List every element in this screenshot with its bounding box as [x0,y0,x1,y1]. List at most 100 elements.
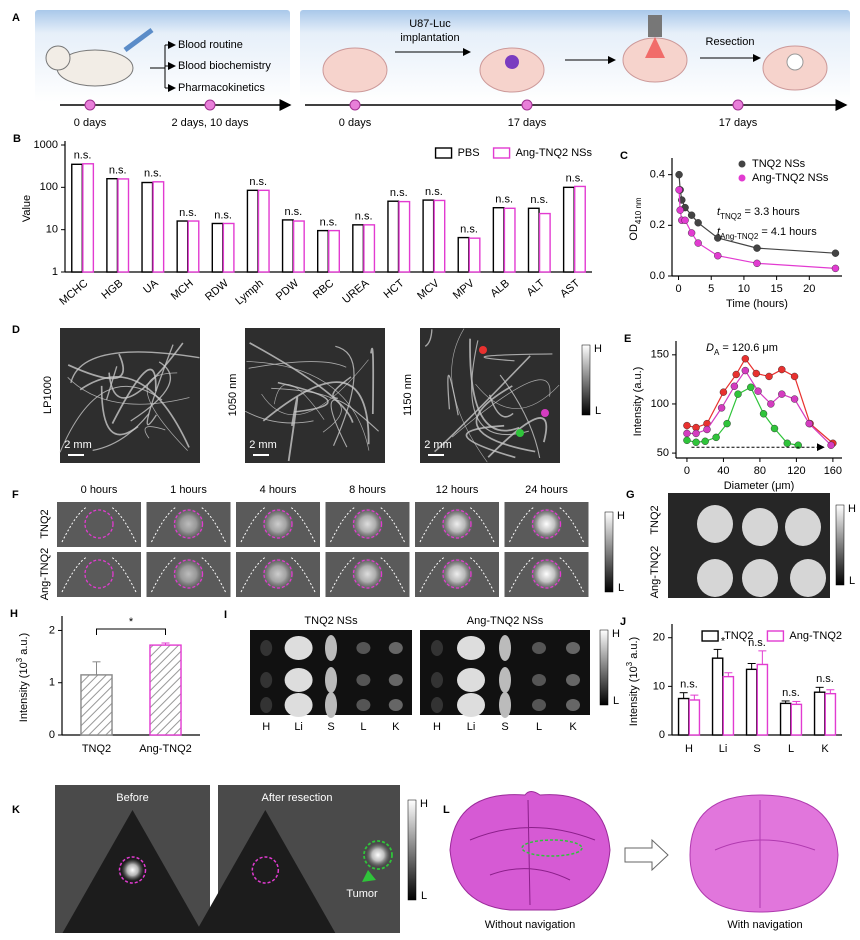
legend-label: Ang-TNQ2 NSs [752,172,829,184]
tumor [505,55,519,69]
bar [176,220,189,273]
step-label: U87-Luc [409,18,451,30]
brain [697,559,733,597]
annotation-part: = 3.3 hours [741,206,800,218]
vessel [271,387,342,433]
x-tick-label: 160 [824,465,842,477]
row-label: Ang-TNQ2 [39,548,51,601]
point [747,383,755,391]
vessel [67,353,125,380]
panel-label: G [626,489,635,501]
point [703,425,711,434]
bar [722,675,735,736]
organ [284,693,313,717]
organ [388,642,403,654]
point [831,249,840,257]
y-tick-label: 0 [659,729,665,741]
bar [573,185,586,273]
marker [516,429,524,437]
mouse-head [45,45,71,71]
x-tick-label: 0 [675,283,681,295]
signal [441,558,473,590]
y-tick-label: 1000 [34,139,58,151]
branch-label: Pharmacokinetics [178,82,265,94]
bar [457,236,470,273]
image-label: Before [116,792,148,804]
x-tick-label: HCT [382,277,407,301]
y-tick-label: 100 [40,181,58,193]
y-tick-label: 0.4 [650,169,665,181]
organ-label: Li [294,721,303,733]
vessel [245,410,314,424]
bar [281,219,294,273]
organ-label: K [569,721,577,733]
point [754,387,762,395]
annotation: n.s. [680,679,698,691]
y-axis-label-part: Intensity (a.u.) [632,367,644,437]
annotation: n.s. [284,206,302,218]
colorbar [604,511,614,593]
annotation-part: A [714,348,720,357]
bar [538,212,551,273]
point [730,382,739,390]
colorbar-high: H [848,503,856,515]
y-tick-label: 0.2 [650,219,665,231]
x-tick-label: Lymph [233,277,266,307]
brain-detail [714,800,816,908]
x-tick-label: 0 [684,465,690,477]
point [683,429,691,438]
bar [363,224,376,273]
y-axis-label: Intensity (103 a.u.) [625,637,640,726]
bar [152,181,165,273]
bar [328,229,341,273]
annotation-part: t [717,206,721,218]
organ [325,635,337,661]
group-label: TNQ2 NSs [304,615,358,627]
roi [251,856,280,884]
organ [566,642,580,654]
signal [351,558,384,590]
laser [648,15,662,37]
vessel [67,377,190,405]
legend-swatch [492,147,511,159]
point [723,419,731,428]
time-label: 8 hours [349,484,386,496]
vessel [261,359,369,416]
body-outline [240,556,316,593]
annotation: * [129,616,134,628]
arrow [624,838,669,872]
organ [499,692,511,718]
scale-label: 2 mm [249,439,277,451]
organ-label: L [536,721,542,733]
fluorescence-image [57,552,141,597]
panel-background [300,10,850,102]
x-tick-label: MCV [415,277,442,302]
y-axis-label-part: OD [628,224,640,241]
point [765,372,773,381]
mouse [479,47,545,93]
y-tick-label: 10 [653,680,665,692]
vessel [92,413,150,451]
y-tick-label: 100 [651,398,669,410]
annotation: n.s. [390,187,408,199]
colorbar [835,504,845,586]
y-axis-label: Intensity (103 a.u.) [15,633,30,722]
y-tick-label: 20 [653,632,665,644]
bar [756,663,769,736]
group-label: Ang-TNQ2 NSs [467,615,544,627]
bar [503,207,516,273]
colorbar-low: L [849,575,855,587]
vessel [330,399,379,448]
point [741,355,750,363]
scale-label: 2 mm [424,439,452,451]
organ [356,642,371,654]
brain-section [449,791,611,911]
legend-label: Ang-TNQ2 [789,630,842,642]
point [767,400,775,408]
bar [813,691,826,736]
panel-label: J [620,616,626,628]
vessel [483,353,553,362]
x-tick-label: 20 [803,283,815,295]
vessel [434,355,531,453]
roi [118,856,147,884]
